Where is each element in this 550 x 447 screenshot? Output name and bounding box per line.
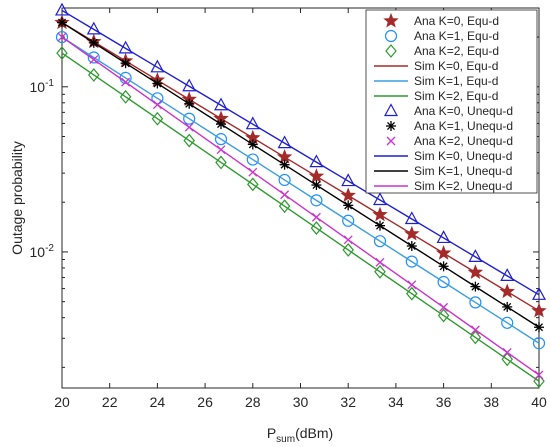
legend-label: Ana K=1, Equ-d — [414, 29, 499, 43]
legend-entry: Sim K=0, Equ-d — [374, 59, 498, 73]
series-line — [61, 36, 540, 376]
legend-label: Sim K=0, Equ-d — [414, 59, 498, 73]
data-point — [87, 51, 100, 64]
series-5 — [61, 36, 540, 344]
data-point-stroke — [534, 370, 544, 380]
x-tick-label: 24 — [150, 394, 166, 410]
data-point — [183, 112, 196, 125]
legend-entry: Ana K=0, Unequ-d — [383, 103, 513, 118]
series-line — [61, 21, 540, 312]
series-2 — [55, 30, 546, 350]
legend-marker-swatch — [383, 103, 399, 117]
x-tick-label: 28 — [245, 394, 261, 410]
y-tick-label: 10-2 — [30, 243, 55, 260]
x-axis-label: Psum(dBm) — [267, 425, 333, 445]
series-line — [61, 21, 540, 328]
data-point — [469, 296, 482, 309]
data-point — [56, 46, 68, 61]
series-4 — [61, 21, 540, 312]
legend-label: Ana K=2, Unequ-d — [414, 134, 513, 148]
data-point — [373, 235, 387, 248]
series-layer — [54, 2, 547, 389]
y-tick-label: 10-1 — [30, 78, 55, 95]
x-axis-label-subscript: sum — [276, 434, 295, 445]
x-tick-label: 22 — [102, 394, 118, 410]
data-point — [54, 2, 70, 16]
legend-marker-swatch-stroke — [386, 136, 396, 146]
legend-label: Ana K=2, Equ-d — [414, 44, 499, 58]
legend-entry: Sim K=2, Equ-d — [374, 89, 498, 103]
legend-box — [365, 9, 538, 194]
series-10 — [61, 9, 540, 296]
data-point — [532, 337, 546, 350]
x-tick-label: 32 — [340, 394, 356, 410]
legend-label: Sim K=2, Equ-d — [414, 89, 498, 103]
legend-entry: Ana K=1, Unequ-d — [386, 119, 513, 133]
legend-entry: Sim K=1, Equ-d — [374, 74, 498, 88]
legend-entry: Ana K=1, Equ-d — [384, 29, 499, 43]
x-tick-label: 36 — [436, 394, 452, 410]
legend-label: Sim K=0, Unequ-d — [414, 149, 512, 163]
x-tick-label: 38 — [484, 394, 500, 410]
legend-marker-swatch — [385, 44, 397, 58]
series-line — [61, 9, 540, 296]
data-point — [55, 30, 69, 44]
legend-marker-swatch — [383, 12, 399, 28]
series-line — [61, 36, 540, 344]
data-point — [310, 194, 323, 207]
legend-label: Sim K=2, Unequ-d — [414, 179, 512, 193]
axis-ticks: 20 22 24 26 28 30 32 34 36 38 40 10-2 10-1 — [30, 8, 547, 410]
series-6 — [61, 52, 540, 382]
x-axis-label-main: P — [267, 425, 276, 441]
legend-marker-swatch — [386, 121, 396, 131]
data-point-stroke — [58, 18, 66, 27]
data-point — [405, 255, 418, 268]
legend-entry: Sim K=2, Unequ-d — [374, 179, 512, 193]
x-tick-label: 30 — [293, 394, 309, 410]
legend-label: Ana K=0, Unequ-d — [414, 104, 513, 118]
x-tick-label: 40 — [531, 394, 547, 410]
data-point — [214, 133, 228, 146]
legend-label: Ana K=1, Unequ-d — [414, 119, 513, 133]
x-tick-label: 20 — [54, 394, 70, 410]
legend-entry: Sim K=1, Unequ-d — [374, 164, 512, 178]
legend-marker-swatch — [384, 29, 398, 43]
legend-label: Sim K=1, Unequ-d — [414, 164, 512, 178]
legend-label: Ana K=0, Equ-d — [414, 14, 499, 28]
data-point — [342, 214, 355, 227]
series-11 — [61, 21, 540, 328]
data-point — [246, 153, 259, 166]
data-point — [57, 17, 67, 28]
legend-entry: Ana K=2, Equ-d — [385, 44, 499, 58]
legend-marker-swatch-stroke — [387, 122, 395, 130]
y-axis-label: Outage probability — [9, 141, 25, 255]
series-line — [61, 52, 540, 382]
legend-entry: Ana K=2, Unequ-d — [386, 134, 513, 148]
data-point — [501, 316, 514, 329]
data-point — [437, 275, 450, 289]
data-point — [534, 322, 544, 333]
legend-entry: Ana K=0, Equ-d — [383, 12, 499, 28]
series-12 — [61, 36, 540, 376]
legend-entry: Sim K=0, Unequ-d — [374, 149, 512, 163]
x-axis-label-unit: (dBm) — [295, 425, 333, 441]
data-point — [278, 173, 291, 187]
x-tick-label: 26 — [197, 394, 213, 410]
legend-label: Sim K=1, Equ-d — [414, 74, 498, 88]
x-tick-label: 34 — [388, 394, 404, 410]
legend-marker-swatch — [386, 136, 396, 146]
data-point-stroke — [535, 323, 543, 332]
